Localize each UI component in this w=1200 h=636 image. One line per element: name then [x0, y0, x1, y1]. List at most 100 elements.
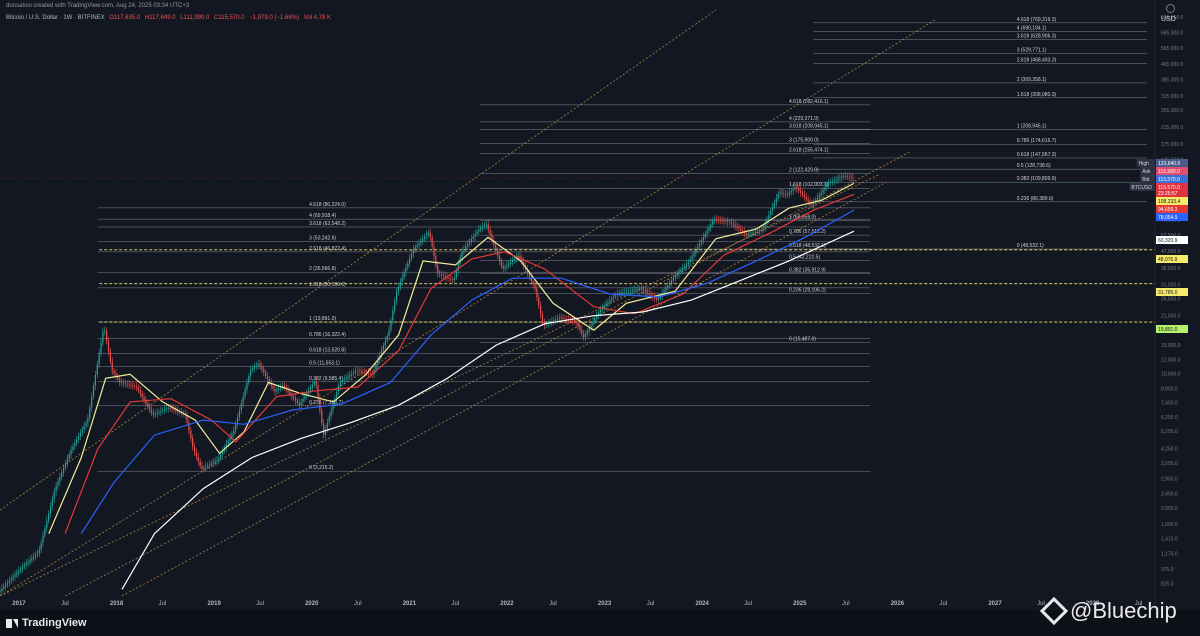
candle-body [6, 582, 9, 585]
tradingview-logo-icon [6, 618, 18, 628]
candle-body [762, 227, 764, 230]
candle-body [450, 278, 452, 280]
price-badge-value: 108,233.4 [1158, 199, 1180, 205]
candle-body [483, 225, 486, 227]
moving-averages [48, 182, 855, 590]
candle-body [467, 243, 469, 247]
settings-icon[interactable] [1166, 4, 1175, 13]
price-axis-tick: 565,000.0 [1161, 46, 1183, 52]
candle-body [72, 446, 74, 450]
candle-body [265, 372, 267, 376]
candle-body [102, 331, 104, 343]
candle-body [167, 407, 169, 409]
time-axis-label: Jul [451, 601, 459, 607]
candle-body [710, 224, 712, 228]
candle-body [49, 506, 52, 514]
candle-body [644, 290, 646, 292]
time-axis-label: 2022 [500, 601, 514, 607]
candle-body [461, 251, 463, 258]
candle-body [409, 258, 411, 264]
candle-body [21, 566, 24, 569]
price-axis-tick: 2,450.0 [1161, 491, 1178, 497]
fib-label: 4 (229,371.0) [789, 116, 819, 122]
price-axis-tick: 21,500.0 [1161, 314, 1181, 320]
candle-body [143, 396, 145, 401]
candle-body [695, 249, 697, 254]
fib-label: 1.618 (30,196.6) [309, 282, 346, 288]
candle-body [699, 243, 701, 247]
candle-body [775, 198, 777, 203]
candle-body [63, 467, 65, 473]
candle-body [203, 467, 205, 469]
time-axis-label: 2024 [696, 601, 710, 607]
candle-body [835, 179, 837, 181]
watermark: @Bluechip [1039, 596, 1177, 626]
price-axis-tick: 3,550.0 [1161, 461, 1178, 467]
fib-label: 0.786 (57,515.2) [789, 229, 826, 235]
price-axis-tick: 385,000.0 [1161, 78, 1183, 84]
price-axis-tick: 1,415.0 [1161, 536, 1178, 542]
author-line: donsatosi created with TradingView.com, … [6, 3, 190, 9]
candle-body [61, 472, 63, 478]
candle-body [676, 273, 678, 276]
time-axis-label: Jul [647, 601, 655, 607]
fib-label: 4 (690,184.1) [1017, 26, 1047, 32]
candle-body [588, 328, 590, 332]
candle-body [51, 499, 53, 507]
candle-body [190, 430, 192, 439]
candle-body [274, 388, 276, 392]
candle-body [463, 248, 465, 252]
candle-body [364, 372, 366, 373]
currency-label[interactable]: USD [1161, 16, 1176, 23]
candle-body [465, 246, 467, 249]
fib-label: 1 (68,958.0) [789, 214, 816, 220]
candle-body [592, 321, 594, 326]
bluechip-logo-icon [1039, 596, 1069, 626]
tradingview-logo[interactable]: TradingView [6, 617, 87, 629]
candle-body [236, 417, 239, 425]
symbol-title[interactable]: Bitcoin / U.S. Dollar · 1W · BITFINEX [6, 15, 105, 21]
candle-body [156, 412, 158, 414]
candle-body [594, 318, 596, 322]
candle-body [581, 329, 583, 334]
candle-body [36, 553, 39, 555]
channel-line-4 [121, 181, 887, 597]
candle-body [53, 491, 55, 500]
candle-body [669, 282, 671, 286]
candle-body [150, 409, 153, 413]
candle-body [149, 406, 151, 410]
candle-body [646, 291, 648, 294]
price-axis-tick: 265,000.0 [1161, 108, 1183, 114]
candle-body [532, 280, 534, 285]
candle-body [609, 300, 611, 303]
candle-body [315, 381, 317, 386]
candle-body [495, 245, 497, 251]
candle-body [427, 232, 429, 235]
candle-body [251, 368, 254, 371]
fib-label: 3.618 (628,906.3) [1017, 33, 1057, 39]
time-axis-label: Jul [1135, 601, 1143, 607]
time-axis[interactable]: 2017 Jul 2018 Jul 2019 Jul 2020 Jul 2021 Jul 2022 J… [0, 596, 1200, 610]
candle-body [235, 424, 237, 431]
price-axis[interactable]: 825,000.0 685,000.0 565,000.0 465,000.0 385,… [1154, 0, 1200, 610]
candle-body [800, 190, 802, 193]
candle-body [169, 407, 171, 409]
candle-body [553, 320, 555, 322]
candle-body [25, 563, 27, 566]
fib-label: 0.618 (13,520.8) [309, 348, 346, 354]
price-badge [1156, 197, 1188, 205]
ma-line-0 [48, 182, 855, 534]
candle-body [691, 256, 693, 260]
candle-body [8, 580, 10, 583]
price-axis-tick: 1,175.0 [1161, 552, 1178, 558]
candle-body [540, 305, 542, 315]
candle-body [238, 410, 241, 418]
candle-body [3, 586, 5, 589]
time-axis-bg [0, 596, 1200, 610]
candle-body [134, 385, 136, 387]
candle-body [654, 297, 656, 299]
candle-body [397, 286, 400, 292]
candle-body [788, 192, 790, 195]
candle-body [29, 560, 31, 562]
